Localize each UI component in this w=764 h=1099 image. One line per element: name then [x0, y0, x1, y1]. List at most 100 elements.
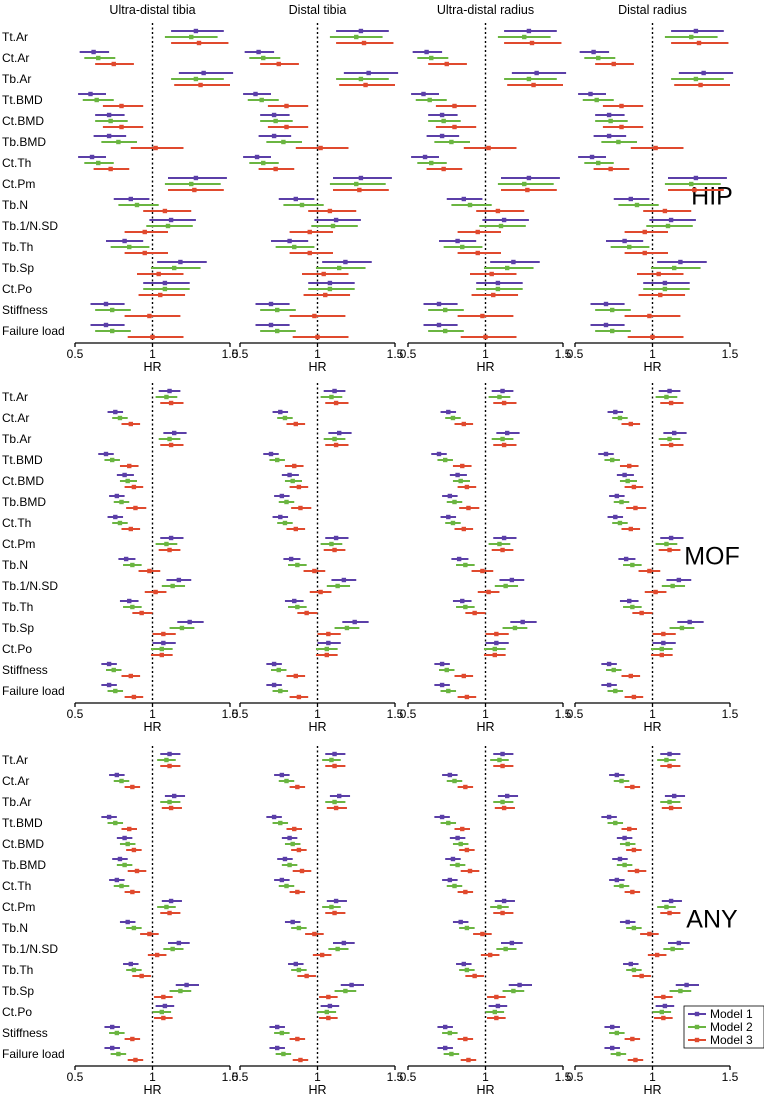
point-estimate [622, 472, 627, 478]
point-estimate [603, 301, 609, 307]
point-estimate [167, 436, 172, 442]
point-estimate [495, 280, 501, 286]
outcome-label: HIP [691, 183, 733, 211]
point-estimate [455, 862, 460, 868]
point-estimate [672, 430, 677, 436]
point-estimate [633, 505, 638, 511]
point-estimate [661, 1015, 666, 1021]
point-estimate [128, 673, 133, 679]
point-estimate [678, 259, 683, 265]
point-estimate [170, 583, 175, 589]
x-tick-label: 1 [649, 347, 656, 361]
point-estimate [332, 547, 337, 553]
point-estimate [698, 82, 703, 88]
parameter-label: Tt.BMD [2, 816, 43, 830]
point-estimate [122, 835, 127, 841]
point-estimate [619, 883, 624, 889]
point-estimate [326, 640, 331, 646]
point-estimate [147, 313, 152, 319]
point-estimate [664, 394, 669, 400]
point-estimate [116, 139, 121, 145]
point-estimate [179, 625, 185, 631]
x-axis-label: HR [643, 360, 661, 374]
point-estimate [526, 28, 532, 34]
point-estimate [650, 334, 655, 340]
point-estimate [452, 124, 457, 130]
x-tick-label: 1 [649, 1070, 656, 1084]
point-estimate [661, 994, 666, 1000]
point-estimate [324, 1009, 329, 1015]
point-estimate [134, 202, 140, 208]
point-estimate [668, 805, 674, 811]
point-estimate [596, 55, 601, 61]
point-estimate [631, 967, 637, 973]
point-estimate [701, 70, 706, 76]
point-estimate [170, 946, 175, 952]
point-estimate [119, 499, 124, 505]
x-tick-label: 1 [314, 347, 321, 361]
point-estimate [290, 919, 295, 925]
point-estimate [439, 682, 445, 688]
point-estimate [131, 967, 137, 973]
point-estimate [628, 196, 633, 202]
point-estimate [452, 103, 457, 109]
point-estimate [452, 883, 457, 889]
point-estimate [167, 763, 172, 769]
point-estimate [693, 175, 699, 181]
parameter-label: Tt.BMD [2, 93, 43, 107]
parameter-label: Tb.Ar [2, 795, 31, 809]
point-estimate [161, 1015, 166, 1021]
point-estimate [187, 619, 192, 625]
point-estimate [625, 841, 630, 847]
point-estimate [131, 925, 137, 931]
point-estimate [647, 313, 652, 319]
point-estimate [332, 763, 337, 769]
point-estimate [497, 394, 502, 400]
point-estimate [450, 415, 456, 421]
point-estimate [106, 133, 112, 139]
point-estimate [275, 457, 280, 463]
point-estimate [497, 757, 502, 763]
point-estimate [278, 409, 283, 415]
point-estimate [128, 526, 133, 532]
point-estimate [271, 112, 277, 118]
point-estimate [193, 28, 199, 34]
point-estimate [142, 250, 147, 256]
point-estimate [295, 889, 300, 895]
point-estimate [464, 694, 470, 700]
x-tick-label: 1 [314, 1070, 321, 1084]
legend-swatch-point [694, 1011, 700, 1017]
point-estimate [616, 139, 621, 145]
point-estimate [89, 154, 95, 160]
parameter-label: Tb.Th [2, 600, 33, 614]
point-estimate [106, 661, 112, 667]
parameter-label: Failure load [2, 684, 65, 698]
point-estimate [463, 784, 468, 790]
point-estimate [475, 229, 480, 235]
point-estimate [619, 103, 624, 109]
point-estimate [256, 49, 261, 55]
point-estimate [139, 610, 144, 616]
point-estimate [284, 103, 289, 109]
point-estimate [329, 394, 334, 400]
point-estimate [436, 322, 442, 328]
point-estimate [292, 463, 297, 469]
point-estimate [436, 451, 442, 457]
point-estimate [161, 631, 166, 637]
point-estimate [667, 751, 672, 757]
point-estimate [131, 694, 137, 700]
point-estimate [668, 217, 674, 223]
parameter-label: Ct.Pm [2, 177, 35, 191]
point-estimate [501, 535, 507, 541]
point-estimate [441, 166, 446, 172]
point-estimate [296, 847, 302, 853]
point-estimate [307, 250, 312, 256]
point-estimate [287, 862, 292, 868]
point-estimate [354, 181, 359, 187]
point-estimate [164, 904, 169, 910]
point-estimate [696, 40, 702, 46]
point-estimate [627, 826, 632, 832]
x-axis-label: HR [308, 360, 326, 374]
point-estimate [501, 805, 507, 811]
point-estimate [329, 757, 334, 763]
